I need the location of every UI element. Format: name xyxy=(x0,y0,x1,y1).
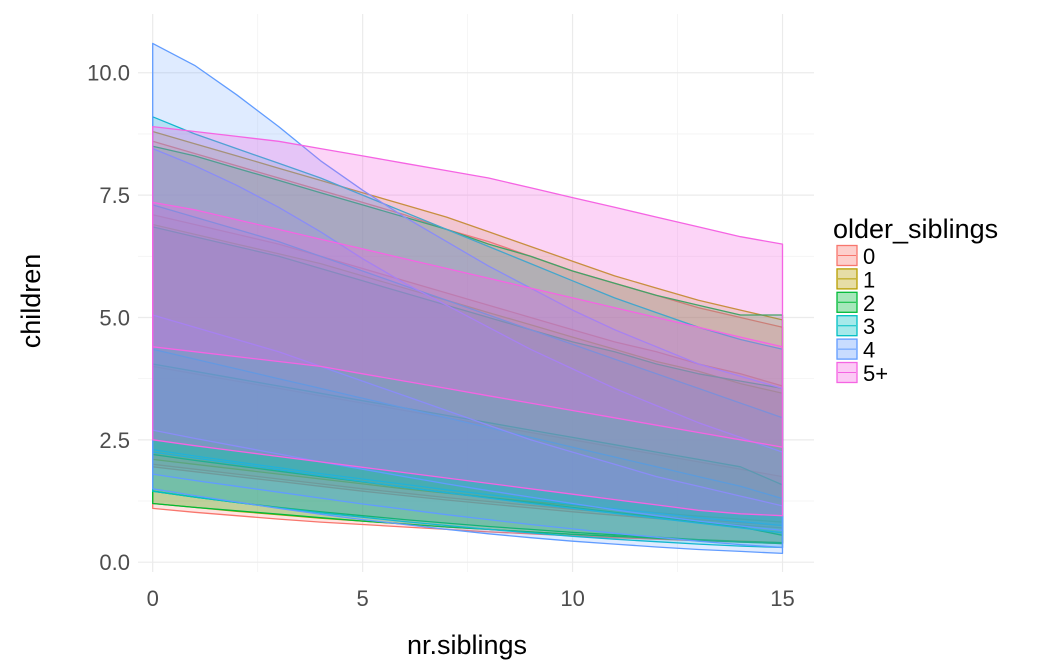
series-4 xyxy=(152,42,784,555)
y-tick-label-0: 0.0 xyxy=(99,550,130,575)
legend-label-5+: 5+ xyxy=(863,361,888,386)
x-axis-title: nr.siblings xyxy=(407,630,527,660)
ribbon-5+-2 xyxy=(152,201,784,448)
legend-label-3: 3 xyxy=(863,314,875,339)
x-tick-label-1: 5 xyxy=(357,586,369,611)
series-2 xyxy=(152,145,784,545)
y-tick-label-1: 2.5 xyxy=(99,428,130,453)
axis-layer: 0 5 10 15 0.0 2.5 5.0 7.5 10.0 xyxy=(87,61,795,611)
grid-layer xyxy=(138,14,814,572)
legend-label-0: 0 xyxy=(863,244,875,269)
x-tick-label-0: 0 xyxy=(147,586,159,611)
ribbon-5+-1 xyxy=(152,125,784,517)
legend-title: older_siblings xyxy=(833,214,998,244)
ribbon-4-1 xyxy=(152,42,784,555)
y-tick-label-2: 5.0 xyxy=(99,305,130,330)
y-tick-label-4: 10.0 xyxy=(87,61,130,86)
legend-label-2: 2 xyxy=(863,291,875,316)
legend-label-1: 1 xyxy=(863,267,875,292)
series-5+ xyxy=(152,125,784,517)
series-3 xyxy=(152,116,784,549)
y-axis-title: children xyxy=(16,254,46,349)
series-0 xyxy=(152,140,784,545)
ribbon-4-3 xyxy=(152,314,784,549)
x-tick-label-2: 10 xyxy=(560,586,584,611)
ribbon-layer xyxy=(152,42,784,555)
x-tick-label-3: 15 xyxy=(770,586,794,611)
legend-label-4: 4 xyxy=(863,338,875,363)
y-tick-label-3: 7.5 xyxy=(99,183,130,208)
